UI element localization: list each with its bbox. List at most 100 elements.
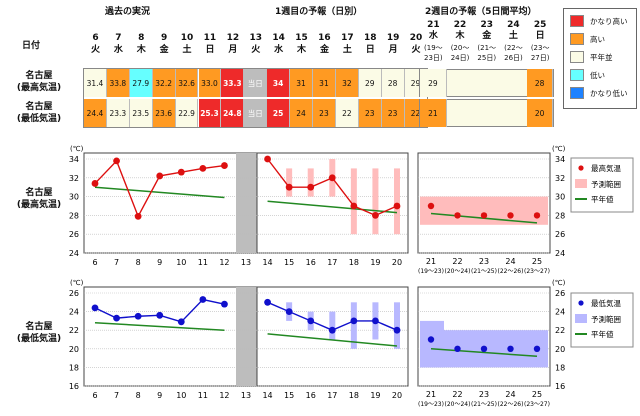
max-cell: 28 (381, 69, 405, 97)
observed-point (199, 165, 207, 172)
forecast-point (285, 183, 293, 191)
w2-range-start: (21〜 (477, 44, 497, 52)
forecast-range-bar (350, 168, 357, 235)
w2-point (454, 345, 461, 352)
legend-label: 平年値 (591, 194, 614, 204)
day-number: 8 (138, 33, 145, 43)
w2-day-weekday: 木 (455, 31, 465, 41)
w2-range-band-first (420, 320, 444, 368)
forecast-range-bar (372, 302, 379, 340)
w2-day-weekday: 金 (482, 31, 492, 41)
legend-point-icon (578, 165, 584, 171)
table-max-label-text: 名古屋 (最高気温) (16, 71, 62, 93)
forecast-line (267, 158, 398, 217)
x-tick-label: 16 (306, 391, 316, 400)
min-cell: 23.3 (106, 99, 130, 127)
forecast-point (393, 202, 401, 210)
w2-day-number: 24 (507, 20, 520, 30)
w2-x-tick-label: 22 (452, 390, 462, 399)
normal-line-past (94, 322, 225, 331)
y-tick-label: 16 (555, 382, 565, 391)
day-weekday: 月 (228, 45, 238, 55)
category-legend: かなり高い 高い 平年並 低い かなり低い (563, 8, 637, 109)
normal-line-past (94, 186, 225, 199)
w2-x-tick-label: 25 (532, 257, 542, 266)
observed-point (91, 304, 99, 312)
x-tick-label: 6 (92, 258, 97, 267)
x-tick-label: 13 (241, 258, 251, 267)
w2-range-end: 23日) (424, 54, 443, 62)
day-weekday: 火 (251, 45, 261, 55)
w2-x-tick-label: 21 (426, 390, 436, 399)
legend-label: かなり高い (590, 16, 628, 26)
day-weekday: 木 (136, 45, 146, 55)
observed-point (221, 162, 228, 169)
w2-point (427, 202, 435, 210)
max-cell: 31.4 (84, 69, 107, 97)
forecast-point (328, 326, 336, 334)
legend-item: 低い (570, 68, 605, 82)
legend-label: 平年並 (590, 52, 613, 62)
min-cell: 22 (335, 99, 359, 127)
forecast-point (264, 155, 271, 163)
y-tick-label: 28 (555, 211, 565, 220)
forecast-line (267, 301, 398, 331)
w2-point (507, 345, 514, 352)
observed-point (177, 168, 185, 176)
day-number: 12 (226, 33, 240, 43)
w2-range-end: 24日) (450, 54, 470, 62)
min-cell: 23 (358, 99, 382, 127)
min-cell: 22.9 (175, 99, 199, 127)
w2-x-range-label: (20〜24) (445, 268, 471, 275)
x-tick-label: 10 (176, 391, 186, 400)
legend-label: 低い (590, 70, 605, 80)
y-tick-label: 30 (555, 193, 565, 202)
forecast-point (350, 317, 358, 325)
max-cell: 33.3 (221, 69, 245, 97)
section-week1-title: 1週目の予報（日別） (275, 7, 363, 17)
legend-swatch (570, 51, 584, 63)
min-cell: 25.3 (198, 99, 222, 127)
w2-x-tick-label: 22 (452, 257, 462, 266)
legend-point-icon (578, 300, 584, 306)
forecast-range-bar (286, 302, 293, 321)
y-tick-label: 16 (69, 382, 79, 391)
w2-day-number: 21 (427, 20, 440, 30)
y-tick-label: 34 (69, 155, 79, 164)
legend-label: 最高気温 (591, 163, 621, 173)
day-number: 10 (180, 33, 194, 43)
day-number: 7 (115, 33, 122, 43)
legend-label: 高い (590, 34, 605, 44)
observed-point (113, 157, 120, 165)
w2-max-cell: 29 (420, 69, 447, 97)
w2-day-weekday: 日 (535, 31, 545, 41)
x-tick-label: 11 (198, 391, 208, 400)
x-tick-label: 19 (370, 258, 380, 267)
w2-range-end: 26日) (504, 54, 523, 62)
plot-frame-main (83, 286, 409, 387)
w2-x-tick-label: 25 (532, 390, 542, 399)
x-tick-label: 6 (92, 391, 97, 400)
w2-range-band (420, 330, 548, 368)
x-tick-label: 15 (284, 258, 294, 267)
observed-point (91, 180, 99, 187)
x-tick-label: 20 (392, 391, 402, 400)
day-number: 6 (92, 33, 99, 43)
observed-line (94, 298, 225, 323)
table-min-label-text: 名古屋 (最低気温) (16, 102, 62, 124)
table-max-label: 名古屋 (最高気温) (8, 70, 70, 94)
max-cell: 33.8 (106, 69, 130, 97)
day-weekday: 金 (319, 45, 329, 55)
w2-range-start: (20〜 (450, 44, 470, 52)
y-tick-label: 24 (69, 308, 79, 317)
min-cell: 23 (381, 99, 405, 127)
y-tick-label: 20 (555, 345, 565, 354)
y-tick-label: 28 (69, 211, 79, 220)
max-cell: 34 (267, 69, 291, 97)
legend-item: 高い (570, 32, 605, 46)
x-tick-label: 17 (327, 258, 337, 267)
day-weekday: 日 (205, 45, 215, 55)
y-tick-label: 26 (69, 230, 79, 239)
w2-normal-line (430, 212, 538, 224)
day-weekday: 日 (365, 45, 375, 55)
